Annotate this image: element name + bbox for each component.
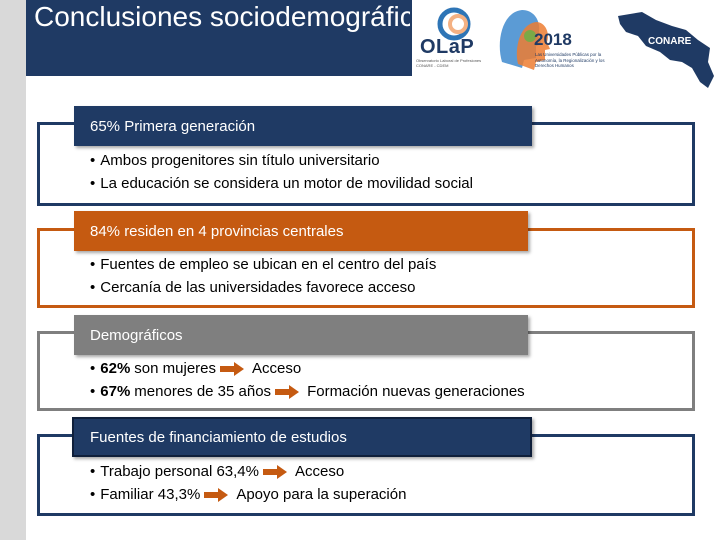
heads-logo-icon	[499, 10, 550, 70]
slide-title-text: Conclusiones sociodemográficas	[34, 1, 444, 32]
year-logo-text: 2018	[534, 30, 572, 49]
arrow-right-icon	[204, 487, 229, 502]
year-logo-subtitle: Las Universidades Públicas por la Autono…	[535, 52, 605, 69]
bullet-item: • La educación se considera un motor de m…	[90, 172, 473, 195]
bullet-result: Acceso	[252, 360, 302, 377]
olap-logo	[437, 7, 471, 41]
bullet-item: • Familiar 43,3% Apoyo para la superación	[90, 483, 406, 506]
left-accent-strip	[0, 0, 26, 540]
title-bar	[26, 0, 410, 76]
bullet-text: Fuentes de empleo se ubican en el centro…	[100, 256, 437, 273]
section-bullets-provincias: • Fuentes de empleo se ubican en el centr…	[90, 253, 436, 299]
bullet-item: • Fuentes de empleo se ubican en el centr…	[90, 253, 436, 276]
arrow-right-icon	[220, 361, 244, 376]
logo-bar: OLaP Observatorio Laboral de Profesiones…	[410, 0, 720, 88]
section-header-primera-generacion: 65% Primera generación	[74, 106, 532, 146]
bullet-text: Cercanía de las universidades favorece a…	[100, 279, 416, 296]
section-header-financiamiento: Fuentes de financiamiento de estudios	[72, 417, 532, 457]
slide-title: Conclusiones sociodemográficas	[34, 0, 443, 33]
section-header-provincias: 84% residen en 4 provincias centrales	[74, 211, 528, 251]
bullet-item: • Cercanía de las universidades favorece …	[90, 276, 436, 299]
bullet-text: menores de 35 años	[134, 383, 272, 400]
bullet-text: Ambos progenitores sin título universita…	[100, 152, 380, 169]
bullet-text: son mujeres	[134, 360, 216, 377]
bullet-item: • 62% son mujeres Acceso	[90, 357, 525, 380]
olap-logo-text: OLaP	[420, 36, 475, 58]
section-header-text: 65% Primera generación	[90, 117, 256, 135]
bullet-text: Trabajo personal 63,4%	[100, 463, 259, 480]
bullet-bold-value: 67%	[100, 383, 131, 400]
section-header-text: Demográficos	[90, 326, 183, 344]
bullet-text: Familiar 43,3%	[100, 486, 201, 503]
costa-rica-map-icon	[618, 12, 714, 88]
section-header-text: 84% residen en 4 provincias centrales	[90, 222, 344, 240]
olap-logo-subtitle: Observatorio Laboral de Profesiones CONA…	[416, 58, 482, 68]
section-header-text: Fuentes de financiamiento de estudios	[90, 428, 347, 446]
bullet-text: La educación se considera un motor de mo…	[100, 175, 473, 192]
bullet-result: Acceso	[294, 463, 345, 480]
arrow-right-icon	[262, 464, 287, 479]
bullet-result: Formación nuevas generaciones	[307, 383, 525, 400]
section-bullets-financiamiento: • Trabajo personal 63,4% Acceso • Familiar…	[90, 460, 406, 506]
section-bullets-primera-generacion: • Ambos progenitores sin título universit…	[90, 149, 473, 195]
bullet-item: • 67% menores de 35 años Formación nuevas …	[90, 380, 525, 403]
section-header-demograficos: Demográficos	[74, 315, 528, 355]
bullet-result: Apoyo para la superación	[236, 486, 407, 503]
conare-logo-text: CONARE	[648, 36, 692, 47]
arrow-right-icon	[275, 384, 300, 399]
bullet-item: • Ambos progenitores sin título universit…	[90, 149, 473, 172]
bullet-bold-value: 62%	[100, 360, 131, 377]
bullet-item: • Trabajo personal 63,4% Acceso	[90, 460, 406, 483]
section-bullets-demograficos: • 62% son mujeres Acceso • 67% menores de 35…	[90, 357, 525, 403]
